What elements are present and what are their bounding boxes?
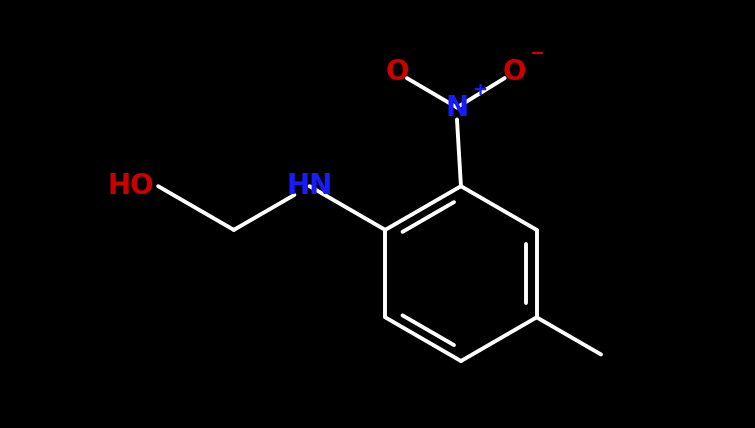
Text: HO: HO — [107, 172, 154, 200]
Text: O: O — [502, 58, 526, 86]
Text: HN: HN — [286, 172, 333, 200]
Text: +: + — [472, 81, 487, 99]
Text: N: N — [445, 93, 469, 122]
Text: −: − — [529, 45, 544, 63]
Text: O: O — [386, 58, 409, 86]
